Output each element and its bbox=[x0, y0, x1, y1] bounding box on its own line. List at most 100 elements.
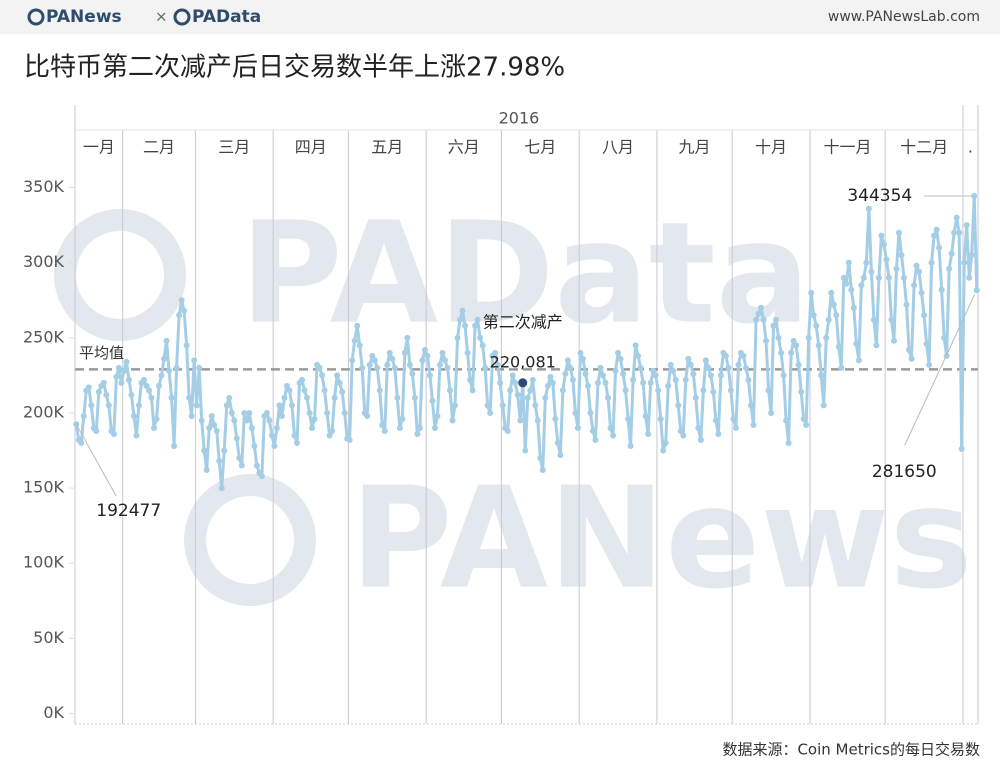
point bbox=[953, 214, 960, 221]
point bbox=[522, 447, 529, 454]
point bbox=[223, 402, 230, 409]
leader bbox=[75, 424, 117, 497]
point bbox=[130, 412, 137, 419]
point bbox=[690, 370, 697, 377]
average-label: 平均值 bbox=[79, 344, 124, 362]
point bbox=[938, 286, 945, 293]
point bbox=[702, 357, 709, 364]
point bbox=[610, 432, 617, 439]
point bbox=[283, 382, 290, 389]
point bbox=[233, 435, 240, 442]
point bbox=[171, 443, 178, 450]
point bbox=[258, 473, 265, 480]
point bbox=[216, 458, 223, 465]
point bbox=[885, 274, 892, 281]
point bbox=[722, 352, 729, 359]
month-label: 七月 bbox=[524, 138, 556, 157]
point bbox=[319, 372, 326, 379]
point bbox=[156, 382, 163, 389]
point bbox=[597, 364, 604, 371]
watermark-icon bbox=[54, 209, 186, 341]
point bbox=[492, 349, 499, 356]
point bbox=[615, 349, 622, 356]
point bbox=[211, 421, 218, 428]
point bbox=[823, 334, 830, 341]
point bbox=[948, 250, 955, 257]
point bbox=[467, 376, 474, 383]
point bbox=[396, 424, 403, 431]
point bbox=[118, 379, 125, 386]
point bbox=[577, 349, 584, 356]
point bbox=[158, 372, 165, 379]
point bbox=[951, 229, 958, 236]
point bbox=[625, 415, 632, 422]
point bbox=[657, 415, 664, 422]
point bbox=[145, 387, 152, 394]
point bbox=[148, 394, 155, 401]
point bbox=[369, 352, 376, 359]
point bbox=[477, 334, 484, 341]
point bbox=[810, 312, 817, 319]
point bbox=[637, 364, 644, 371]
source: 数据来源：Coin Metrics的每日交易数 bbox=[722, 741, 980, 759]
point bbox=[419, 357, 426, 364]
point bbox=[933, 226, 940, 233]
point bbox=[221, 447, 228, 454]
point bbox=[670, 367, 677, 374]
watermark: PANews bbox=[350, 458, 973, 621]
point bbox=[454, 334, 461, 341]
point bbox=[431, 424, 438, 431]
point bbox=[457, 316, 464, 323]
point bbox=[151, 424, 158, 431]
point bbox=[95, 388, 102, 395]
point bbox=[479, 342, 486, 349]
point bbox=[324, 409, 331, 416]
point bbox=[893, 265, 900, 272]
top-bar bbox=[0, 0, 1000, 34]
point bbox=[547, 373, 554, 380]
point bbox=[783, 417, 790, 424]
point bbox=[901, 274, 908, 281]
point bbox=[181, 307, 188, 314]
value-label: 192477 bbox=[96, 501, 161, 521]
point bbox=[665, 382, 672, 389]
point bbox=[316, 364, 323, 371]
point bbox=[747, 402, 754, 409]
y-tick-label: 50K bbox=[33, 628, 64, 647]
point bbox=[276, 402, 283, 409]
point bbox=[840, 274, 847, 281]
point bbox=[607, 424, 614, 431]
point bbox=[961, 259, 968, 266]
point bbox=[78, 439, 85, 446]
month-label: 十一月 bbox=[824, 138, 872, 157]
point bbox=[364, 412, 371, 419]
point bbox=[291, 432, 298, 439]
point bbox=[88, 402, 95, 409]
point bbox=[329, 427, 336, 434]
point bbox=[830, 301, 837, 308]
month-label: 三月 bbox=[218, 138, 250, 157]
point bbox=[778, 349, 785, 356]
point bbox=[680, 432, 687, 439]
point bbox=[484, 402, 491, 409]
watermark: PAData bbox=[240, 193, 810, 356]
point bbox=[620, 370, 627, 377]
month-label: 九月 bbox=[679, 138, 711, 157]
point bbox=[517, 417, 524, 424]
point bbox=[582, 370, 589, 377]
point bbox=[366, 361, 373, 368]
point bbox=[334, 372, 341, 379]
point bbox=[143, 382, 150, 389]
logo-icon bbox=[27, 8, 45, 26]
point bbox=[916, 268, 923, 275]
point bbox=[730, 415, 737, 422]
point bbox=[166, 367, 173, 374]
point bbox=[518, 378, 528, 388]
point bbox=[755, 310, 762, 317]
point bbox=[617, 355, 624, 362]
point bbox=[499, 402, 506, 409]
point bbox=[371, 357, 378, 364]
point bbox=[682, 376, 689, 383]
point bbox=[873, 342, 880, 349]
